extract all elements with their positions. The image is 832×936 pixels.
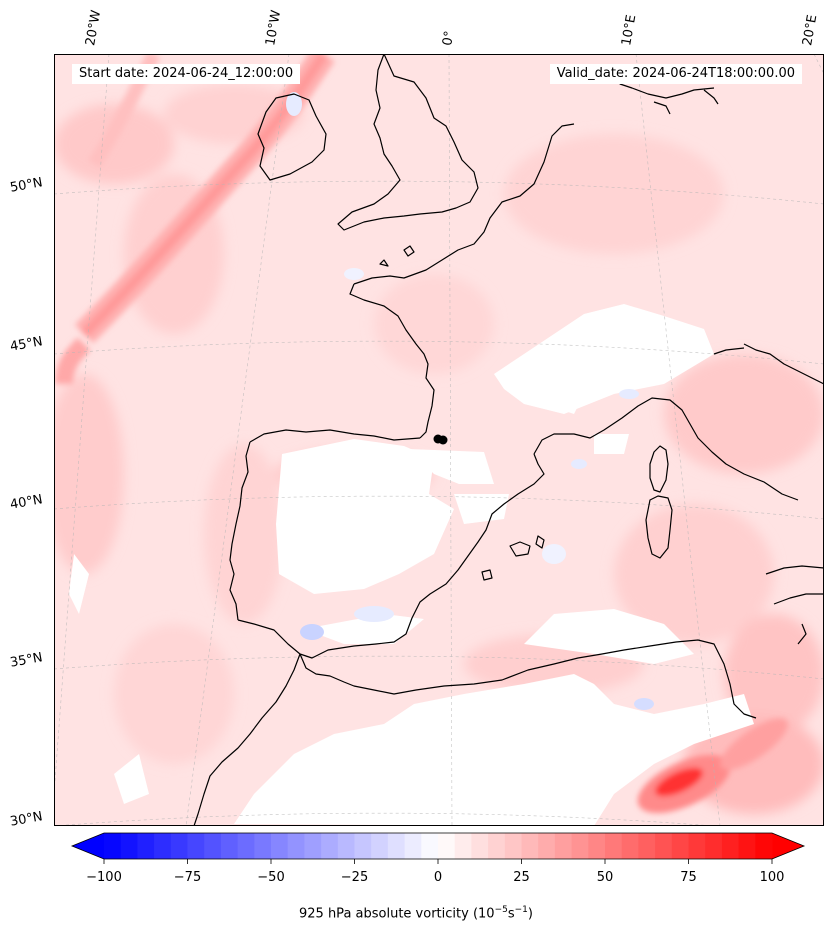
- lon-label-0: 0°: [440, 29, 458, 47]
- colorbar-title-mid: s: [507, 906, 515, 922]
- colorbar-bin: [688, 833, 706, 859]
- colorbar-bin: [471, 833, 489, 859]
- coastlines: [193, 54, 824, 826]
- colorbar-extend-max: [772, 833, 804, 859]
- colorbar-bin: [571, 833, 589, 859]
- colorbar-tick-label: 25: [513, 870, 530, 885]
- colorbar-title-exp1: −5: [494, 905, 508, 915]
- lat-label-30n: 30°N: [8, 809, 44, 830]
- colorbar-title: 925 hPa absolute vorticity (10−5s−1): [0, 905, 832, 921]
- vorticity-negative-areas: [286, 92, 654, 710]
- colorbar-bin: [655, 833, 673, 859]
- colorbar-bin: [154, 833, 172, 859]
- colorbar-title-exp2: −1: [514, 905, 528, 915]
- lon-label-10w: 10°W: [263, 9, 285, 48]
- colorbar-tick-label: 75: [680, 870, 697, 885]
- colorbar-title-end: ): [527, 906, 533, 922]
- colorbar-bin: [337, 833, 355, 859]
- colorbar-bin: [187, 833, 205, 859]
- colorbar: [70, 832, 806, 864]
- colorbar-bin: [605, 833, 623, 859]
- lon-label-10e: 10°E: [619, 13, 640, 47]
- colorbar-bin: [354, 833, 372, 859]
- colorbar-extend-min: [72, 833, 104, 859]
- colorbar-bin: [554, 833, 573, 859]
- lon-label-20w: 20°W: [83, 9, 105, 48]
- colorbar-bin: [254, 833, 272, 859]
- valid-date-label: Valid_date: 2024-06-24T18:00:00.00: [549, 64, 802, 84]
- colorbar-bin: [204, 833, 222, 859]
- colorbar-bin: [755, 833, 773, 859]
- colorbar-tick-label: 50: [596, 870, 614, 885]
- colorbar-tick-label: 0: [433, 870, 443, 885]
- colorbar-bin: [220, 833, 239, 859]
- colorbar-bin: [538, 833, 556, 859]
- colorbar-bin: [488, 833, 506, 859]
- colorbar-tick-label: −100: [86, 870, 122, 885]
- colorbar-bin: [504, 833, 522, 859]
- colorbar-tick-label: −75: [173, 870, 202, 885]
- colorbar-bin: [454, 833, 472, 859]
- location-marker: [433, 434, 448, 445]
- graticule: [54, 54, 824, 826]
- colorbar-tick-label: −25: [340, 870, 369, 885]
- colorbar-bin: [104, 833, 122, 859]
- colorbar-bin: [237, 833, 255, 859]
- colorbar-bin: [271, 833, 289, 859]
- lat-label-50n: 50°N: [8, 175, 44, 196]
- colorbar-bin: [421, 833, 439, 859]
- colorbar-bin: [387, 833, 406, 859]
- colorbar-bin: [304, 833, 322, 859]
- colorbar-bin: [404, 833, 422, 859]
- lon-label-20e: 20°E: [800, 13, 821, 47]
- colorbar-title-text: 925 hPa absolute vorticity (10: [299, 906, 495, 922]
- colorbar-bin: [721, 833, 740, 859]
- colorbar-bin: [521, 833, 539, 859]
- colorbar-bin: [638, 833, 656, 859]
- lat-label-40n: 40°N: [8, 492, 44, 513]
- vorticity-max-southeast: [637, 718, 788, 814]
- colorbar-bin: [371, 833, 389, 859]
- colorbar-bin: [321, 833, 339, 859]
- colorbar-bin: [671, 833, 689, 859]
- colorbar-bin: [738, 833, 756, 859]
- map-panel: [54, 54, 824, 826]
- colorbar-tick-label: −50: [257, 870, 285, 885]
- colorbar-bin: [705, 833, 723, 859]
- colorbar-bin: [120, 833, 138, 859]
- colorbar-bin: [588, 833, 606, 859]
- start-date-label: Start date: 2024-06-24_12:00:00: [72, 64, 301, 84]
- lat-label-35n: 35°N: [8, 650, 44, 671]
- colorbar-tick-label: 100: [759, 870, 785, 885]
- colorbar-bin: [170, 833, 188, 859]
- lat-label-45n: 45°N: [8, 334, 44, 355]
- colorbar-bin: [438, 833, 456, 859]
- colorbar-bin: [287, 833, 305, 859]
- vorticity-near-zero-areas: [69, 304, 754, 826]
- colorbar-bin: [137, 833, 155, 859]
- colorbar-bin: [621, 833, 639, 859]
